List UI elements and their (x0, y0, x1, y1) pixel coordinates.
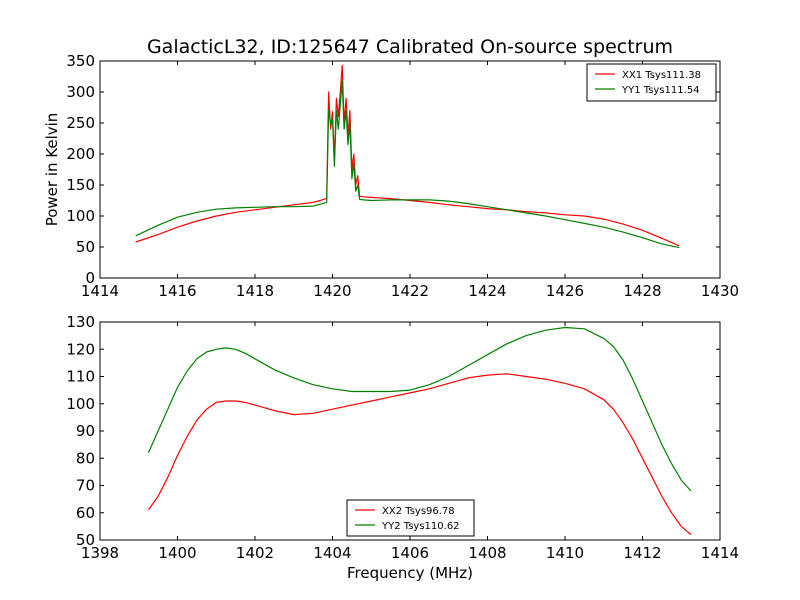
legend-label: YY1 Tsys111.54 (621, 85, 700, 96)
y-tick-label: 200 (66, 145, 95, 163)
y-tick-label: 130 (66, 313, 95, 331)
y-tick-label: 0 (85, 269, 95, 287)
y-tick-label: 70 (76, 477, 95, 495)
x-tick-label: 1430 (701, 282, 739, 300)
x-tick-label: 1398 (81, 544, 119, 562)
y-tick-label: 90 (76, 422, 95, 440)
legend: XX1 Tsys111.38 YY1 Tsys111.54 (586, 63, 717, 102)
y-tick-label: 150 (66, 176, 95, 194)
series-line-yy2 (147, 326, 692, 492)
x-tick-label: 1414 (701, 544, 739, 562)
x-tick-label: 1424 (468, 282, 506, 300)
x-axis-label: Frequency (MHz) (347, 564, 473, 582)
y-tick-label: 60 (76, 504, 95, 522)
x-tick-label: 1406 (391, 544, 429, 562)
x-tick-label: 1414 (81, 282, 119, 300)
y-tick-label: 350 (66, 52, 95, 70)
y-tick-label: 100 (66, 207, 95, 225)
legend-label: YY2 Tsys110.62 (381, 521, 460, 532)
x-tick-label: 1408 (468, 544, 506, 562)
y-tick-label: 100 (66, 395, 95, 413)
y-tick-label: 110 (66, 368, 95, 386)
x-tick-label: 1400 (158, 544, 196, 562)
x-tick-label: 1416 (158, 282, 196, 300)
legend: XX2 Tsys96.78 YY2 Tsys110.62 (346, 499, 475, 537)
x-tick-label: 1428 (623, 282, 661, 300)
x-tick-label: 1420 (313, 282, 351, 300)
y-tick-label: 50 (76, 531, 95, 549)
x-tick-label: 1410 (546, 544, 584, 562)
x-tick-label: 1402 (236, 544, 274, 562)
y-tick-label: 50 (76, 238, 95, 256)
x-tick-label: 1426 (546, 282, 584, 300)
series-line-yy1 (135, 80, 680, 249)
x-tick-label: 1418 (236, 282, 274, 300)
x-tick-label: 1412 (623, 544, 661, 562)
legend-label: XX1 Tsys111.38 (622, 70, 701, 81)
top-panel: 1414 1416 1418 1420 1422 1424 1426 1428 1430 0 50 1… (43, 52, 739, 300)
bottom-panel: 1398 1400 1402 1404 1406 1408 1410 1412 1414 50 60… (66, 313, 739, 582)
legend-label: XX2 Tsys96.78 (382, 506, 455, 517)
legend-box (346, 499, 475, 537)
y-tick-label: 80 (76, 449, 95, 467)
series-line-xx2 (147, 373, 692, 535)
chart-title: GalacticL32, ID:125647 Calibrated On-sou… (147, 36, 673, 58)
x-tick-label: 1404 (313, 544, 351, 562)
y-tick-label: 120 (66, 340, 95, 358)
y-tick-label: 250 (66, 114, 95, 132)
y-axis-label: Power in Kelvin (43, 113, 61, 227)
y-tick-label: 300 (66, 83, 95, 101)
legend-box (586, 63, 717, 102)
x-tick-label: 1422 (391, 282, 429, 300)
